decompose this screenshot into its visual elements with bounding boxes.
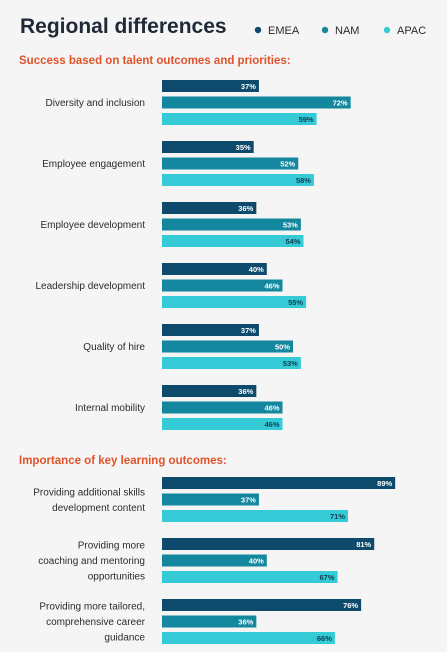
page-title: Regional differences	[20, 15, 227, 38]
data-label-nam-quality-of-hire: 50%	[275, 342, 290, 351]
bar-apac-employee-engagement	[162, 174, 314, 186]
data-label-emea-diversity-and-inclusion: 37%	[241, 82, 256, 91]
category-label-employee-development: Employee development	[40, 220, 145, 231]
data-label-apac-employee-development: 54%	[285, 237, 300, 246]
data-label-apac-leadership-development: 55%	[288, 298, 303, 307]
bar-apac-employee-development	[162, 235, 304, 247]
legend-label-nam: NAM	[335, 25, 359, 37]
category-label-employee-engagement: Employee engagement	[42, 159, 145, 170]
bar-nam-internal-mobility	[162, 401, 283, 414]
data-label-emea-providing-more-tailored-comprehensive-career-guidance: 76%	[343, 601, 358, 610]
data-label-apac-providing-more-coaching-and-mentoring-opportunities: 67%	[320, 573, 335, 582]
bar-apac-quality-of-hire	[162, 357, 301, 369]
data-label-nam-diversity-and-inclusion: 72%	[333, 98, 348, 107]
bar-emea-employee-engagement	[162, 141, 254, 153]
data-label-emea-providing-additional-skills-development-content: 89%	[377, 479, 392, 488]
bar-nam-quality-of-hire	[162, 340, 293, 353]
data-label-emea-leadership-development: 40%	[249, 265, 264, 274]
legend-label-emea: EMEA	[268, 25, 300, 37]
data-label-nam-leadership-development: 46%	[265, 281, 280, 290]
bar-emea-leadership-development	[162, 263, 267, 275]
data-label-emea-providing-more-coaching-and-mentoring-opportunities: 81%	[356, 540, 371, 549]
bar-nam-providing-more-tailored-comprehensive-career-guidance	[162, 615, 257, 628]
data-label-emea-employee-development: 36%	[238, 204, 253, 213]
bar-apac-providing-more-tailored-comprehensive-career-guidance	[162, 632, 335, 644]
category-label-diversity-and-inclusion: Diversity and inclusion	[46, 98, 146, 109]
bar-apac-leadership-development	[162, 296, 307, 308]
data-label-nam-providing-more-coaching-and-mentoring-opportunities: 40%	[249, 556, 264, 565]
category-label-quality-of-hire: Quality of hire	[83, 342, 145, 353]
bar-emea-internal-mobility	[162, 385, 257, 397]
data-label-nam-providing-additional-skills-development-content: 37%	[241, 495, 256, 504]
bar-apac-providing-more-coaching-and-mentoring-opportunities	[162, 571, 338, 583]
data-label-apac-providing-additional-skills-development-content: 71%	[330, 512, 345, 521]
bar-emea-diversity-and-inclusion	[162, 80, 259, 92]
bar-nam-providing-additional-skills-development-content	[162, 493, 259, 506]
category-label-providing-additional-skills-development-content: Providing additional skills development c…	[33, 487, 145, 514]
category-label-providing-more-coaching-and-mentoring-opportunities: Providing more coaching and mentoring oppo…	[38, 541, 145, 583]
legend: EMEA NAM APAC	[254, 25, 426, 37]
data-label-apac-providing-more-tailored-comprehensive-career-guidance: 66%	[317, 634, 332, 643]
bar-apac-diversity-and-inclusion	[162, 113, 317, 125]
bar-emea-providing-more-tailored-comprehensive-career-guidance	[162, 599, 362, 611]
category-label-leadership-development: Leadership development	[35, 281, 145, 292]
data-label-nam-employee-development: 53%	[283, 220, 298, 229]
bar-nam-providing-more-coaching-and-mentoring-opportunities	[162, 554, 267, 567]
data-label-emea-quality-of-hire: 37%	[241, 326, 256, 335]
bar-emea-providing-additional-skills-development-content	[162, 477, 396, 489]
bar-nam-employee-development	[162, 218, 301, 231]
bar-emea-providing-more-coaching-and-mentoring-opportunities	[162, 538, 375, 550]
bar-nam-diversity-and-inclusion	[162, 96, 351, 109]
legend-marker-nam	[321, 26, 329, 34]
data-label-apac-employee-engagement: 58%	[296, 176, 311, 185]
data-label-nam-employee-engagement: 52%	[280, 159, 295, 168]
data-label-apac-internal-mobility: 46%	[265, 420, 280, 429]
category-label-internal-mobility: Internal mobility	[75, 403, 145, 414]
bar-apac-internal-mobility	[162, 418, 283, 430]
legend-label-apac: APAC	[397, 25, 426, 37]
section-title: Success based on talent outcomes and pri…	[19, 55, 291, 67]
category-label-providing-more-tailored-comprehensive-career-guidance: Providing more tailored, comprehensive ca…	[39, 602, 145, 644]
data-label-apac-quality-of-hire: 53%	[283, 359, 298, 368]
data-label-emea-internal-mobility: 36%	[238, 387, 253, 396]
section-title: Importance of key learning outcomes:	[19, 455, 227, 467]
bar-emea-employee-development	[162, 202, 257, 214]
bar-apac-providing-additional-skills-development-content	[162, 510, 349, 522]
bar-nam-leadership-development	[162, 279, 283, 292]
legend-marker-emea	[254, 26, 262, 34]
bar-emea-quality-of-hire	[162, 324, 259, 336]
legend-marker-apac	[383, 26, 391, 34]
data-label-nam-providing-more-tailored-comprehensive-career-guidance: 36%	[238, 617, 253, 626]
bar-nam-employee-engagement	[162, 157, 299, 170]
chart-section-2: Importance of key learning outcomes: Prov…	[19, 455, 396, 644]
chart-section-1: Success based on talent outcomes and pri…	[19, 55, 351, 430]
data-label-apac-diversity-and-inclusion: 59%	[299, 115, 314, 124]
data-label-nam-internal-mobility: 46%	[265, 403, 280, 412]
data-label-emea-employee-engagement: 35%	[236, 143, 251, 152]
